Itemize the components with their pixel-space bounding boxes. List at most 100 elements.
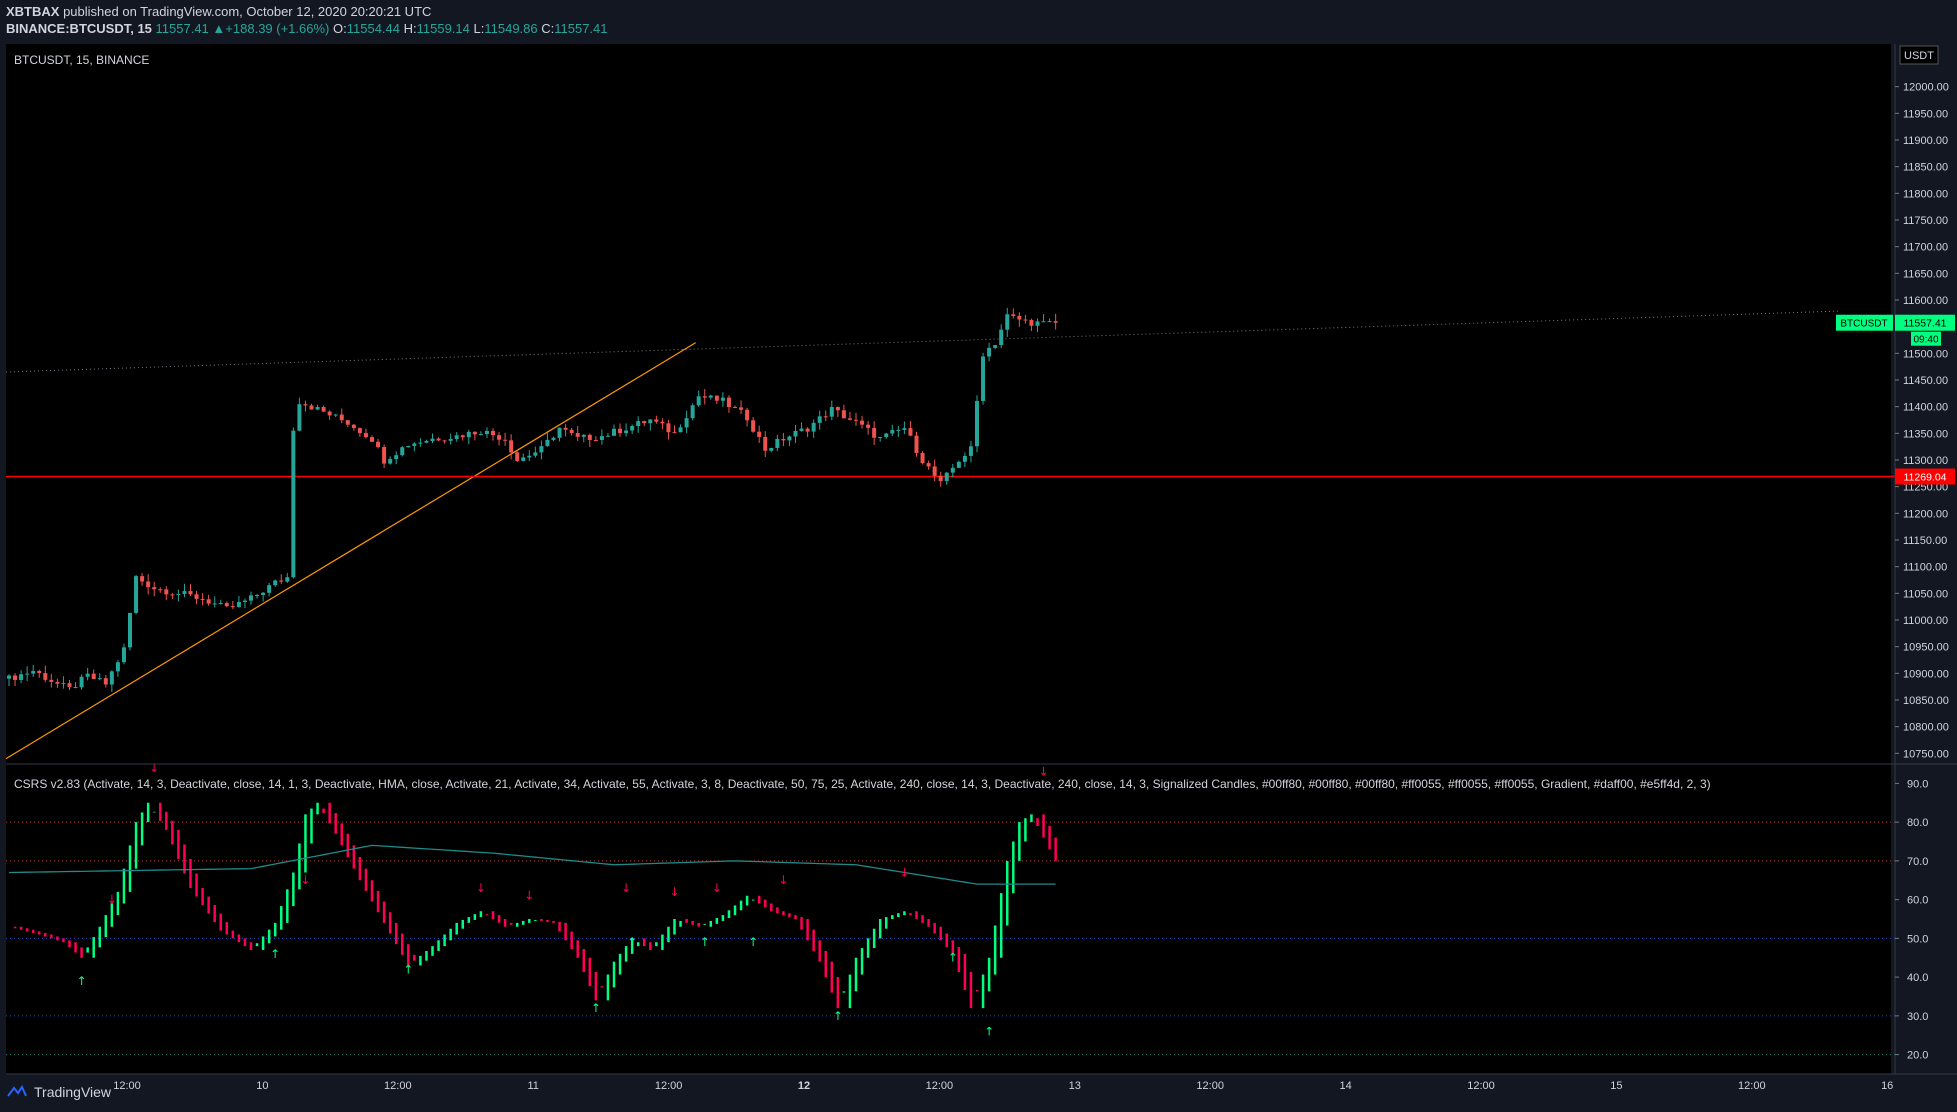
candle-body [847, 418, 852, 420]
candle-body [230, 606, 235, 608]
down-arrow-icon: ↓ [712, 881, 722, 895]
candle-body [1011, 314, 1016, 316]
close-label: C: [541, 21, 555, 36]
candle-body [908, 428, 913, 436]
candle-body [285, 577, 290, 582]
down-arrow-icon: ↓ [524, 889, 534, 903]
candle-body [763, 436, 768, 451]
osc-tick-label: 50.0 [1907, 933, 1928, 945]
price-tick-label: 10850.00 [1903, 695, 1949, 707]
currency-box[interactable]: USDT [1899, 45, 1939, 65]
countdown-tag-bg [1911, 331, 1941, 346]
down-arrow-icon: ↓ [899, 865, 909, 879]
candle-body [357, 428, 362, 434]
osc-tick-label: 90.0 [1907, 778, 1928, 790]
candle-body [236, 601, 241, 607]
candle-body [829, 407, 834, 417]
candle-body [787, 436, 792, 441]
candle-body [273, 580, 278, 586]
candle-body [805, 428, 810, 432]
down-arrow-icon: ↓ [778, 873, 788, 887]
candle-body [962, 455, 967, 462]
candle-body [351, 424, 356, 429]
up-arrow-icon: ↑ [748, 935, 758, 949]
candle-body [872, 427, 877, 438]
candle-body [194, 594, 199, 599]
time-tick-label: 12:00 [113, 1080, 141, 1092]
time-tick-label: 12:00 [1467, 1080, 1495, 1092]
last-price-tag: 11557.41 [1903, 318, 1946, 330]
candle-body [932, 466, 937, 476]
up-arrow-icon: ↑ [948, 951, 958, 965]
up-arrow-icon: ↑ [984, 1024, 994, 1038]
countdown-tag: 09:40 [1913, 335, 1938, 346]
candle-body [539, 446, 544, 453]
time-tick-label: 12:00 [384, 1080, 412, 1092]
price-tick-label: 11700.00 [1903, 242, 1948, 254]
candle-body [666, 423, 671, 433]
publish-header: XBTBAX published on TradingView.com, Oct… [6, 4, 431, 19]
candle-body [950, 467, 955, 473]
price-tick-label: 11350.00 [1903, 428, 1948, 440]
low-label: L: [473, 21, 485, 36]
candle-body [503, 439, 508, 441]
rising-trendline[interactable] [5, 342, 697, 760]
candle-body [442, 440, 447, 442]
candle-body [19, 674, 24, 680]
candle-body [49, 679, 54, 682]
candle-body [134, 576, 139, 613]
price-tick-label: 11400.00 [1903, 402, 1948, 414]
candle-body [956, 461, 961, 468]
candle-body [968, 446, 973, 456]
candle-body [660, 421, 665, 424]
candle-body [630, 426, 635, 431]
candle-body [569, 429, 574, 434]
time-tick-label: 12:00 [1196, 1080, 1224, 1092]
candle-body [255, 595, 260, 597]
candle-body [128, 612, 132, 648]
up-arrow-icon: ↑ [700, 935, 710, 949]
price-tick-label: 11100.00 [1903, 562, 1947, 574]
candle-body [563, 427, 568, 430]
candle-body [720, 397, 725, 401]
candle-body [430, 438, 435, 441]
candle-body [575, 433, 580, 437]
chart-background [6, 44, 1891, 1074]
up-arrow-icon: ↑ [403, 962, 413, 976]
price-tick-label: 11000.00 [1903, 615, 1948, 627]
price-change: +188.39 (+1.66%) [225, 21, 330, 36]
candle-body [981, 356, 986, 401]
candle-body [170, 594, 175, 596]
candle-body [115, 662, 120, 672]
candle-body [533, 452, 538, 456]
candle-body [121, 647, 126, 663]
candle-body [938, 475, 943, 482]
candle-body [327, 411, 332, 416]
candle-body [454, 435, 459, 439]
candle-body [878, 437, 883, 439]
candle-body [261, 592, 266, 596]
candle-body [400, 447, 405, 456]
candle-body [478, 434, 483, 436]
candle-body [309, 405, 314, 410]
candle-body [363, 433, 368, 438]
author-name[interactable]: XBTBAX [6, 4, 60, 19]
candle-body [13, 675, 18, 680]
candle-body [975, 400, 979, 447]
time-tick-label: 11 [527, 1080, 538, 1092]
osc-tick-label: 30.0 [1907, 1011, 1928, 1023]
up-triangle-icon: ▲ [212, 21, 226, 36]
candle-body [25, 673, 30, 675]
indicator-legend: CSRS v2.83 (Activate, 14, 3, Deactivate,… [14, 777, 1711, 791]
footer-brand[interactable]: TradingView [34, 1084, 112, 1100]
candle-body [345, 420, 350, 425]
candle-body [605, 435, 610, 437]
osc-tick-label: 20.0 [1907, 1050, 1928, 1062]
candle-body [690, 405, 695, 419]
candle-body [61, 683, 66, 685]
currency-label: USDT [1904, 50, 1934, 62]
price-tick-label: 11800.00 [1903, 188, 1948, 200]
down-arrow-icon: ↓ [476, 881, 486, 895]
candle-body [854, 419, 858, 421]
